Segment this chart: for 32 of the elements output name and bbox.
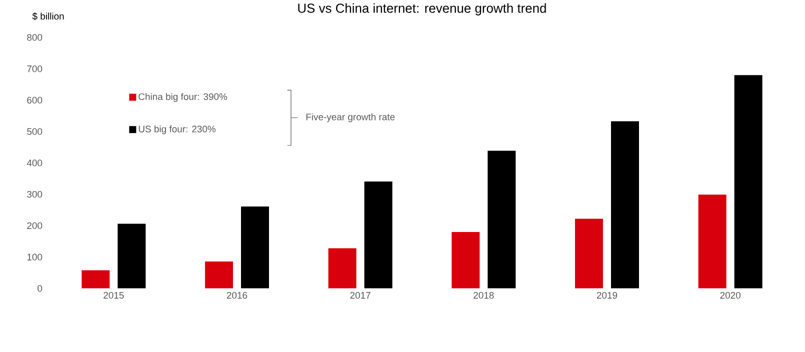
y-tick-label: 700 — [27, 65, 42, 72]
y-tick-label: 0 — [38, 284, 42, 292]
legend-label: China big four: 390% — [138, 92, 228, 102]
x-tick-label: 2016 — [226, 292, 248, 298]
annotation: Five-year growth rate — [306, 113, 395, 122]
chart-title: US vs China internet: revenue growth trend — [298, 3, 546, 16]
y-axis-title: $ billion — [32, 12, 64, 20]
y-tick-label: 100 — [27, 253, 42, 260]
bar — [452, 232, 480, 288]
y-tick-label: 200 — [27, 222, 42, 229]
bar — [118, 224, 146, 288]
bar — [205, 261, 233, 288]
y-tick-label: 400 — [26, 159, 42, 166]
bar — [488, 150, 516, 288]
x-tick-label: 2015 — [104, 292, 124, 298]
x-tick-label: 2020 — [720, 292, 740, 298]
bar — [575, 218, 603, 288]
legend-label: US big four: 230% — [138, 125, 216, 134]
bar — [364, 181, 392, 288]
y-tick-label: 600 — [27, 96, 42, 104]
bar — [734, 74, 762, 288]
y-tick-label: 300 — [27, 190, 42, 198]
bar — [611, 120, 639, 288]
y-tick-label: 800 — [27, 34, 42, 41]
bar — [241, 206, 269, 288]
y-tick-label: 500 — [27, 128, 42, 135]
x-tick-label: 2017 — [350, 292, 370, 298]
bar — [328, 248, 356, 288]
bar — [698, 194, 726, 288]
x-tick-label: 2018 — [474, 292, 494, 298]
x-tick-label: 2019 — [596, 292, 618, 298]
bar — [82, 270, 110, 288]
